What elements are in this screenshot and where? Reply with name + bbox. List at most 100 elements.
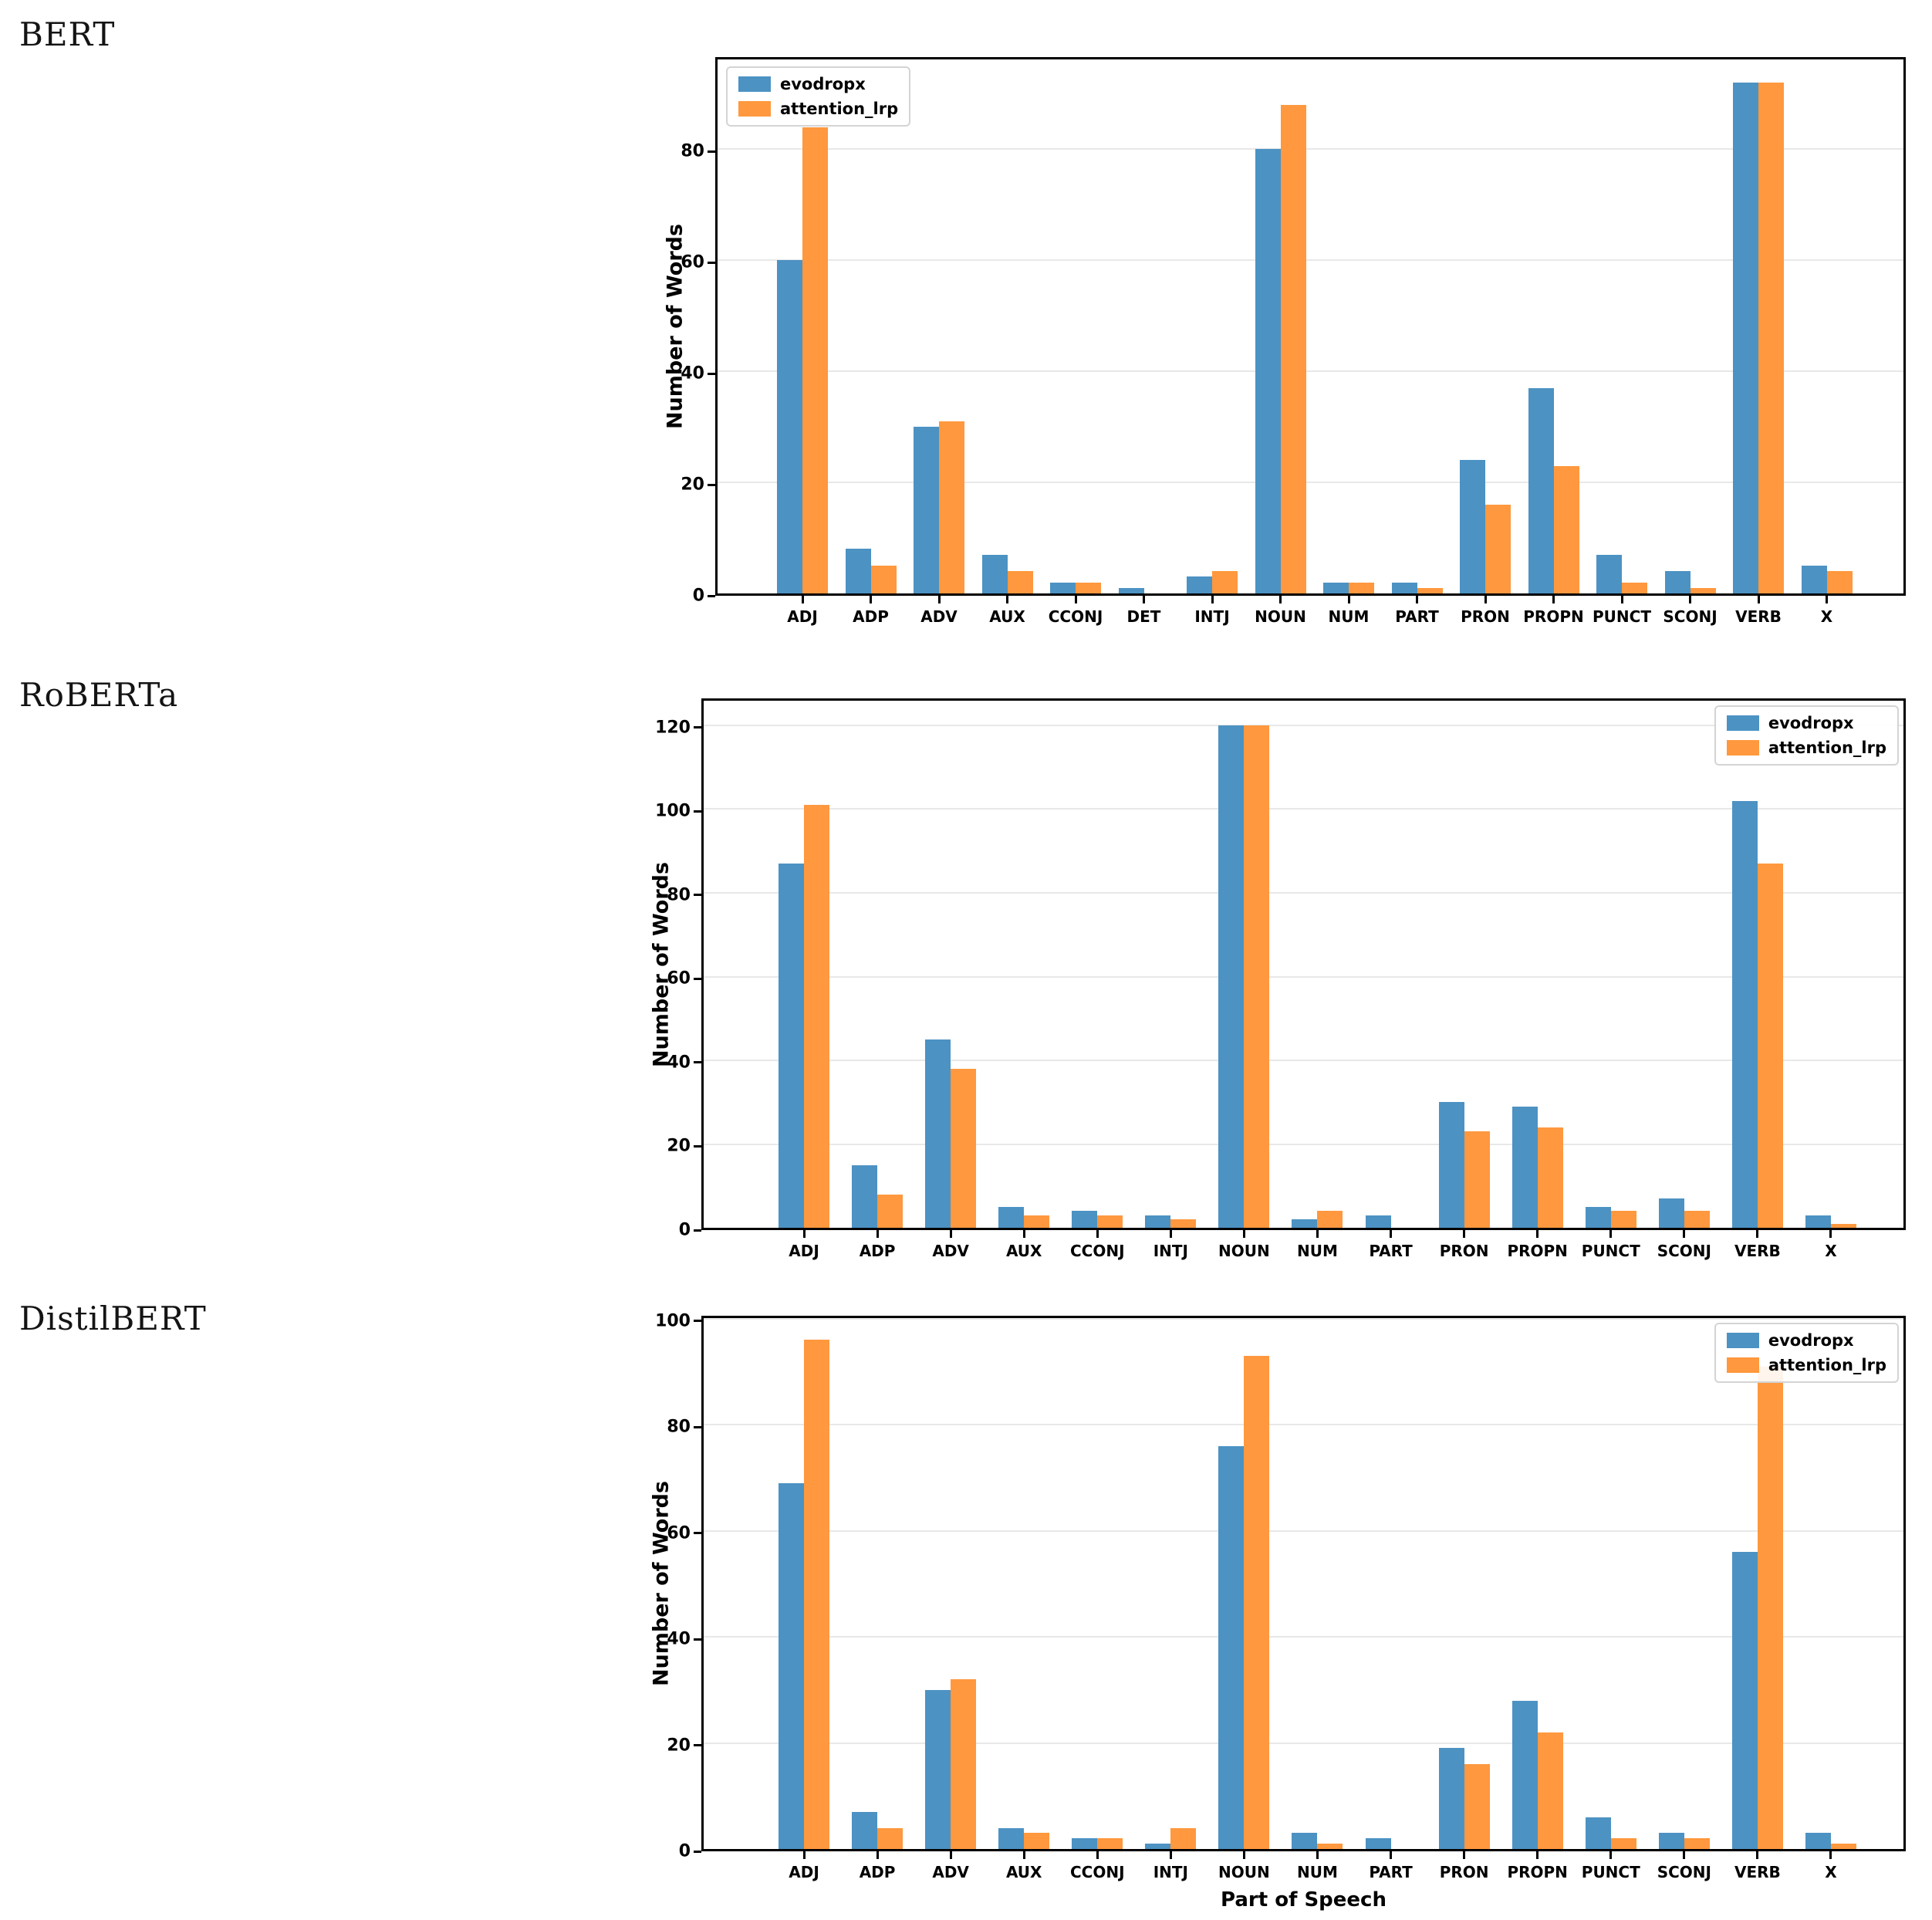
legend-swatch-attention_lrp	[1726, 1357, 1759, 1373]
x-tick-label-pron: PRON	[1461, 607, 1510, 626]
bar-attention_lrp-intj	[1170, 1219, 1197, 1228]
bar-evodropx-sconj	[1658, 1833, 1684, 1849]
y-tick-mark	[694, 726, 701, 729]
legend-swatch-evodropx	[1726, 715, 1759, 731]
legend-swatch-evodropx	[738, 76, 771, 92]
plot-area-bert	[715, 57, 1906, 596]
y-tick-label: 20	[681, 475, 704, 495]
bar-evodropx-aux	[998, 1827, 1025, 1849]
bar-evodropx-adj	[779, 864, 804, 1228]
bar-evodropx-intj	[1187, 576, 1212, 593]
gridline-y40	[704, 1636, 1903, 1638]
bar-evodropx-verb	[1731, 1552, 1758, 1849]
y-tick-mark	[694, 1229, 701, 1232]
bar-evodropx-intj	[1145, 1844, 1171, 1849]
x-tick-mark	[1316, 1851, 1319, 1859]
gridline-y80	[718, 148, 1903, 150]
x-tick-label-x: X	[1825, 1242, 1837, 1260]
x-tick-label-verb: VERB	[1735, 607, 1782, 626]
x-tick-mark	[1757, 596, 1760, 603]
y-tick-label: 40	[667, 1629, 691, 1649]
y-tick-label: 0	[678, 1220, 691, 1240]
legend-item-evodropx: evodropx	[738, 75, 898, 93]
bar-evodropx-cconj	[1050, 582, 1076, 593]
bar-evodropx-sconj	[1658, 1198, 1684, 1228]
x-tick-mark	[801, 596, 804, 603]
x-tick-mark	[1829, 1851, 1832, 1859]
x-tick-label-punct: PUNCT	[1581, 1242, 1640, 1260]
x-tick-label-part: PART	[1369, 1242, 1413, 1260]
y-tick-label: 80	[681, 141, 704, 161]
x-tick-label-num: NUM	[1297, 1242, 1338, 1260]
gridline-y40	[718, 370, 1903, 373]
x-tick-mark	[1022, 1851, 1025, 1859]
y-tick-mark	[694, 1850, 701, 1853]
bar-evodropx-pron	[1438, 1102, 1464, 1228]
y-tick-label: 100	[655, 1311, 691, 1331]
gridline-y100	[704, 808, 1903, 810]
bar-evodropx-cconj	[1072, 1211, 1098, 1228]
y-tick-mark	[694, 1061, 701, 1064]
x-tick-label-sconj: SCONJ	[1657, 1242, 1711, 1260]
bar-attention_lrp-adj	[802, 127, 828, 593]
y-tick-label: 0	[678, 1841, 691, 1861]
y-axis-label-bert: Number of Words	[663, 223, 687, 430]
legend-label-evodropx: evodropx	[1768, 714, 1854, 732]
x-tick-mark	[937, 596, 941, 603]
x-tick-mark	[1096, 1851, 1099, 1859]
x-tick-mark	[1463, 1230, 1466, 1238]
x-tick-label-noun: NOUN	[1218, 1863, 1270, 1881]
x-tick-label-intj: INTJ	[1194, 607, 1230, 626]
bar-attention_lrp-punct	[1622, 582, 1647, 593]
bar-attention_lrp-punct	[1610, 1838, 1636, 1849]
x-tick-mark	[949, 1851, 952, 1859]
y-tick-label: 40	[667, 1053, 691, 1073]
bar-attention_lrp-pron	[1464, 1764, 1490, 1849]
bar-evodropx-propn	[1511, 1700, 1538, 1849]
x-tick-label-verb: VERB	[1734, 1242, 1781, 1260]
gridline-y100	[704, 1317, 1903, 1320]
bar-evodropx-intj	[1145, 1215, 1171, 1228]
plot-area-roberta	[701, 698, 1906, 1230]
x-tick-mark	[1829, 1230, 1832, 1238]
bar-evodropx-noun	[1255, 149, 1281, 593]
x-tick-label-adp: ADP	[859, 1242, 896, 1260]
bar-evodropx-part	[1365, 1215, 1391, 1228]
x-tick-mark	[1169, 1230, 1172, 1238]
x-axis-label-distilbert: Part of Speech	[1221, 1888, 1387, 1912]
x-tick-mark	[1169, 1851, 1172, 1859]
legend-item-attention_lrp: attention_lrp	[1726, 1356, 1886, 1374]
y-tick-label: 100	[655, 801, 691, 821]
y-tick-mark	[708, 150, 715, 153]
bar-attention_lrp-adv	[951, 1679, 977, 1849]
bar-evodropx-adv	[925, 1039, 951, 1228]
x-tick-label-cconj: CCONJ	[1069, 1863, 1125, 1881]
gridline-y40	[704, 1060, 1903, 1061]
x-tick-mark	[1096, 1230, 1099, 1238]
x-tick-mark	[1074, 596, 1077, 603]
x-tick-mark	[1211, 596, 1214, 603]
x-tick-label-adj: ADJ	[789, 1242, 819, 1260]
y-tick-label: 20	[667, 1736, 691, 1756]
bar-attention_lrp-noun	[1280, 104, 1306, 593]
x-tick-mark	[1609, 1851, 1613, 1859]
bar-attention_lrp-part	[1417, 587, 1443, 593]
y-tick-label: 0	[692, 586, 704, 606]
plot-area-distilbert	[701, 1316, 1906, 1851]
x-tick-label-aux: AUX	[1005, 1863, 1042, 1881]
legend-swatch-attention_lrp	[1726, 740, 1759, 755]
y-tick-label: 60	[681, 252, 704, 272]
x-tick-mark	[1463, 1851, 1466, 1859]
y-tick-mark	[708, 372, 715, 375]
x-tick-label-pron: PRON	[1439, 1242, 1489, 1260]
bar-attention_lrp-adp	[877, 1827, 904, 1849]
y-tick-label: 20	[667, 1136, 691, 1156]
y-tick-label: 40	[681, 363, 704, 384]
bar-evodropx-propn	[1528, 387, 1554, 593]
x-tick-label-cconj: CCONJ	[1069, 1242, 1125, 1260]
bar-evodropx-num	[1292, 1833, 1318, 1849]
x-tick-label-aux: AUX	[989, 607, 1025, 626]
bar-evodropx-noun	[1218, 725, 1245, 1228]
y-axis-label-distilbert: Number of Words	[649, 1480, 674, 1687]
